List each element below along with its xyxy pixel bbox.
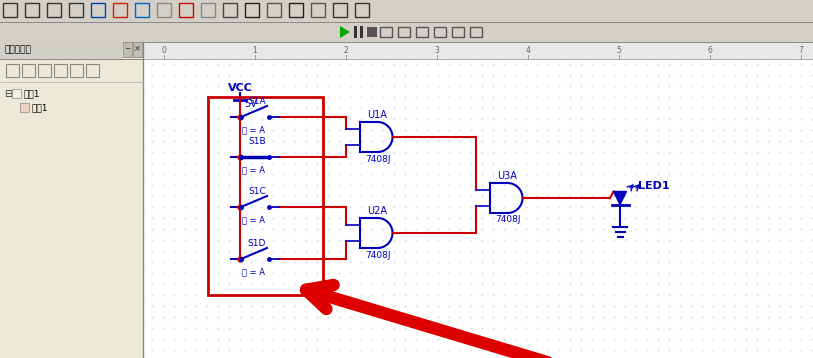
Bar — [144, 42, 813, 358]
Text: 6: 6 — [707, 46, 712, 55]
Text: ─: ─ — [125, 46, 129, 52]
Bar — [355, 3, 369, 17]
Text: S1B: S1B — [248, 137, 266, 146]
Bar — [144, 42, 813, 59]
Text: 7408J: 7408J — [365, 155, 390, 164]
Text: 5V: 5V — [244, 99, 257, 109]
Bar — [12, 89, 21, 98]
Text: 键 = A: 键 = A — [241, 267, 264, 276]
Text: U1A: U1A — [367, 110, 388, 120]
Text: U2A: U2A — [367, 206, 388, 216]
Bar — [70, 64, 83, 77]
Text: 键 = A: 键 = A — [241, 165, 264, 174]
Text: 键 = A: 键 = A — [241, 216, 264, 224]
Bar — [367, 27, 377, 37]
Polygon shape — [614, 192, 627, 204]
Polygon shape — [340, 26, 350, 38]
Bar — [25, 3, 39, 17]
Bar — [135, 3, 149, 17]
Text: 7408J: 7408J — [365, 251, 390, 260]
Text: 3: 3 — [435, 46, 440, 55]
Bar — [333, 3, 347, 17]
Text: 1: 1 — [253, 46, 258, 55]
Text: ×: × — [133, 44, 141, 53]
Bar — [91, 3, 105, 17]
Bar — [179, 3, 193, 17]
Bar — [123, 42, 132, 57]
Text: 4: 4 — [525, 46, 530, 55]
Bar — [289, 3, 303, 17]
Bar — [245, 3, 259, 17]
Text: ⊟: ⊟ — [4, 89, 12, 99]
Bar — [6, 64, 19, 77]
Text: S1A: S1A — [248, 97, 266, 106]
Text: 设计1: 设计1 — [23, 90, 40, 98]
Bar — [22, 64, 35, 77]
Text: LED1: LED1 — [638, 181, 670, 191]
Bar — [20, 103, 29, 112]
Bar — [201, 3, 215, 17]
Bar — [223, 3, 237, 17]
Bar — [0, 42, 143, 358]
Bar — [3, 3, 17, 17]
Text: 设计工具笱: 设计工具笱 — [4, 45, 31, 54]
Bar — [354, 26, 357, 38]
Bar — [267, 3, 281, 17]
Bar — [434, 27, 446, 37]
Bar — [452, 27, 464, 37]
Text: 7408J: 7408J — [495, 216, 520, 224]
Text: S1D: S1D — [248, 240, 266, 248]
Bar — [208, 97, 323, 295]
Bar — [360, 26, 363, 38]
Text: 键 = A: 键 = A — [241, 126, 264, 135]
Bar — [113, 3, 127, 17]
Bar — [470, 27, 482, 37]
Text: 设计1: 设计1 — [31, 103, 47, 112]
Bar — [47, 3, 61, 17]
Text: 2: 2 — [344, 46, 349, 55]
Bar — [0, 0, 813, 22]
Bar — [54, 64, 67, 77]
Bar — [86, 64, 99, 77]
Bar — [0, 22, 813, 42]
Bar — [380, 27, 392, 37]
Bar — [311, 3, 325, 17]
Bar — [398, 27, 410, 37]
Bar — [0, 42, 123, 59]
Text: VCC: VCC — [228, 83, 253, 93]
Text: 0: 0 — [162, 46, 167, 55]
Text: S1C: S1C — [248, 188, 266, 197]
Bar — [157, 3, 171, 17]
Text: 7: 7 — [798, 46, 803, 55]
Bar — [416, 27, 428, 37]
Bar — [69, 3, 83, 17]
Text: 5: 5 — [616, 46, 621, 55]
Text: U3A: U3A — [498, 171, 517, 181]
Bar — [38, 64, 51, 77]
Bar — [133, 42, 142, 57]
